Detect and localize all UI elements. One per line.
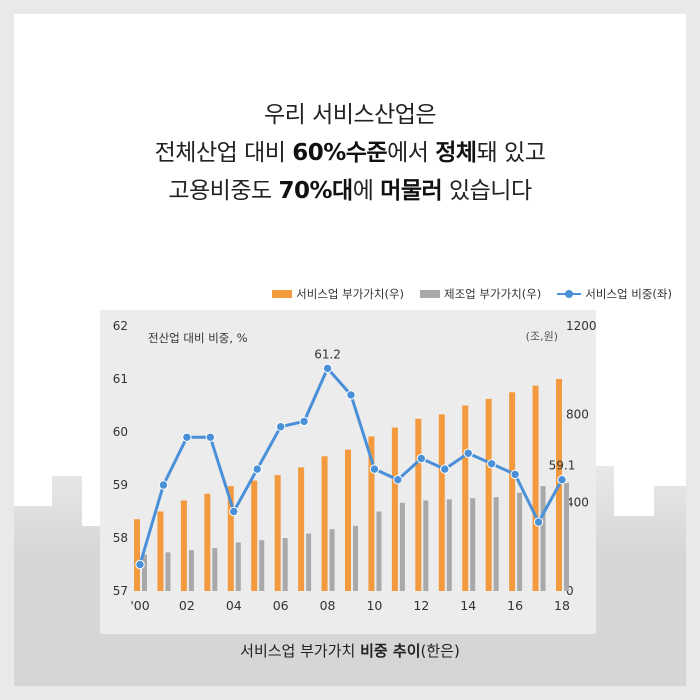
bar-service-2002 (180, 500, 187, 591)
point-service-share-2009 (346, 390, 356, 400)
emphasis-remain: 머물러 (380, 178, 443, 204)
left-axis-tick-57: 57 (113, 584, 128, 598)
left-axis-tick-61: 61 (113, 372, 128, 386)
bar-service-2014 (462, 405, 469, 591)
point-service-share-2003 (205, 432, 216, 442)
caption-emphasis: 비중 추이 (360, 642, 421, 660)
point-service-share-2008 (322, 363, 333, 374)
bar-manufacturing-2010 (376, 511, 382, 591)
x-tick-2014: 14 (460, 598, 476, 613)
bar-manufacturing-2011 (399, 502, 405, 591)
bar-manufacturing-2016 (517, 492, 523, 591)
right-axis-tick-800: 800 (566, 407, 589, 421)
point-service-share-2012 (416, 453, 427, 464)
legend-item-service-share: 서비스업 비중(좌) (557, 286, 672, 302)
bar-manufacturing-2013 (446, 499, 452, 591)
bar-service-2001 (157, 511, 164, 591)
bar-manufacturing-2014 (470, 498, 476, 591)
legend-swatch-gray (420, 290, 441, 298)
bar-service-2013 (438, 414, 445, 591)
x-tick-2010: 10 (366, 598, 382, 613)
bar-service-2017 (532, 385, 539, 591)
bar-service-2016 (509, 392, 516, 591)
bar-manufacturing-2012 (423, 500, 429, 591)
x-tick-2006: 06 (273, 598, 289, 613)
data-label-2018: 59.1 (549, 459, 576, 473)
bar-manufacturing-2008 (329, 529, 335, 591)
emphasis-70-percent: 70%대 (278, 178, 353, 204)
bar-service-2008 (321, 456, 328, 591)
bar-manufacturing-2003 (212, 547, 218, 591)
card: 우리 서비스산업은 전체산업 대비 60%수준에서 정체돼 있고 고용비중도 7… (14, 14, 686, 686)
legend-item-manufacturing-value: 제조업 부가가치(우) (420, 286, 541, 302)
right-axis-tick-400: 400 (566, 496, 589, 510)
x-tick-2016: 16 (507, 598, 523, 613)
bar-service-2012 (415, 418, 422, 591)
bar-manufacturing-2009 (353, 525, 358, 591)
bar-service-2015 (485, 398, 492, 591)
point-service-share-2017 (533, 517, 544, 527)
bar-manufacturing-2000 (142, 554, 147, 591)
bar-manufacturing-2018 (564, 482, 569, 591)
left-axis-tick-59: 59 (113, 478, 128, 492)
bar-service-2007 (298, 467, 305, 591)
point-service-share-2002 (182, 432, 192, 442)
data-label-2008: 61.2 (314, 347, 341, 361)
x-tick-2000: '00 (130, 598, 149, 613)
bar-manufacturing-2017 (540, 486, 546, 591)
bar-service-2004 (227, 486, 234, 591)
left-axis-label: 전산업 대비 비중, % (148, 331, 248, 345)
right-axis-tick-0: 0 (566, 584, 574, 598)
headline: 우리 서비스산업은 전체산업 대비 60%수준에서 정체돼 있고 고용비중도 7… (14, 96, 686, 210)
point-service-share-2005 (252, 464, 262, 474)
bar-service-2003 (204, 493, 211, 591)
x-tick-2008: 08 (320, 598, 336, 613)
legend-swatch-orange (272, 290, 293, 298)
bar-service-2009 (345, 449, 351, 591)
bar-manufacturing-2006 (282, 538, 288, 591)
bar-manufacturing-2015 (493, 497, 499, 591)
chart: 57 58 59 60 61 62 0 400 800 1200 전산업 대비 비중, % (조,원)… (113, 319, 597, 613)
x-tick-2004: 04 (226, 598, 242, 613)
point-service-share-2018 (557, 475, 567, 485)
point-service-share-2000 (135, 559, 145, 570)
bar-service-2011 (391, 427, 398, 591)
point-service-share-2016 (510, 469, 520, 480)
chart-legend: 서비스업 부가가치(우) 제조업 부가가치(우) 서비스업 비중(좌) (272, 286, 672, 302)
point-service-share-2011 (393, 475, 403, 485)
bar-manufacturing-2005 (259, 540, 265, 591)
point-service-share-2006 (275, 422, 286, 432)
point-service-share-2014 (463, 448, 473, 458)
emphasis-stagnant: 정체 (435, 140, 477, 166)
point-service-share-2010 (369, 464, 380, 474)
right-axis-tick-1200: 1200 (566, 319, 597, 333)
bar-service-2000 (134, 519, 140, 591)
legend-swatch-line (557, 289, 582, 299)
x-tick-2002: 02 (179, 598, 195, 613)
emphasis-60-percent: 60%수준 (292, 140, 388, 166)
point-service-share-2013 (440, 464, 450, 474)
x-tick-2012: 12 (413, 598, 429, 613)
left-axis-tick-62: 62 (113, 319, 128, 333)
point-service-share-2015 (486, 459, 497, 469)
bar-manufacturing-2002 (188, 550, 194, 591)
point-service-share-2001 (158, 480, 169, 490)
bar-service-2005 (251, 480, 258, 591)
right-axis-label: (조,원) (526, 330, 558, 343)
chart-caption: 서비스업 부가가치 비중 추이(한은) (240, 642, 460, 660)
headline-line-1: 우리 서비스산업은 (263, 102, 437, 128)
left-axis-tick-60: 60 (113, 425, 128, 439)
bar-manufacturing-2007 (306, 533, 312, 591)
bar-manufacturing-2001 (165, 552, 171, 591)
bar-manufacturing-2004 (235, 542, 241, 591)
headline-line-2: 전체산업 대비 60%수준에서 정체돼 있고 (154, 140, 546, 166)
bar-service-2010 (368, 436, 375, 591)
left-axis-tick-58: 58 (113, 531, 128, 545)
legend-item-service-value: 서비스업 부가가치(우) (272, 286, 404, 302)
x-tick-2018: 18 (554, 598, 570, 613)
bar-service-2006 (274, 475, 281, 591)
point-service-share-2007 (299, 416, 309, 427)
headline-line-3: 고용비중도 70%대에 머물러 있습니다 (168, 178, 532, 204)
point-service-share-2004 (229, 506, 239, 517)
